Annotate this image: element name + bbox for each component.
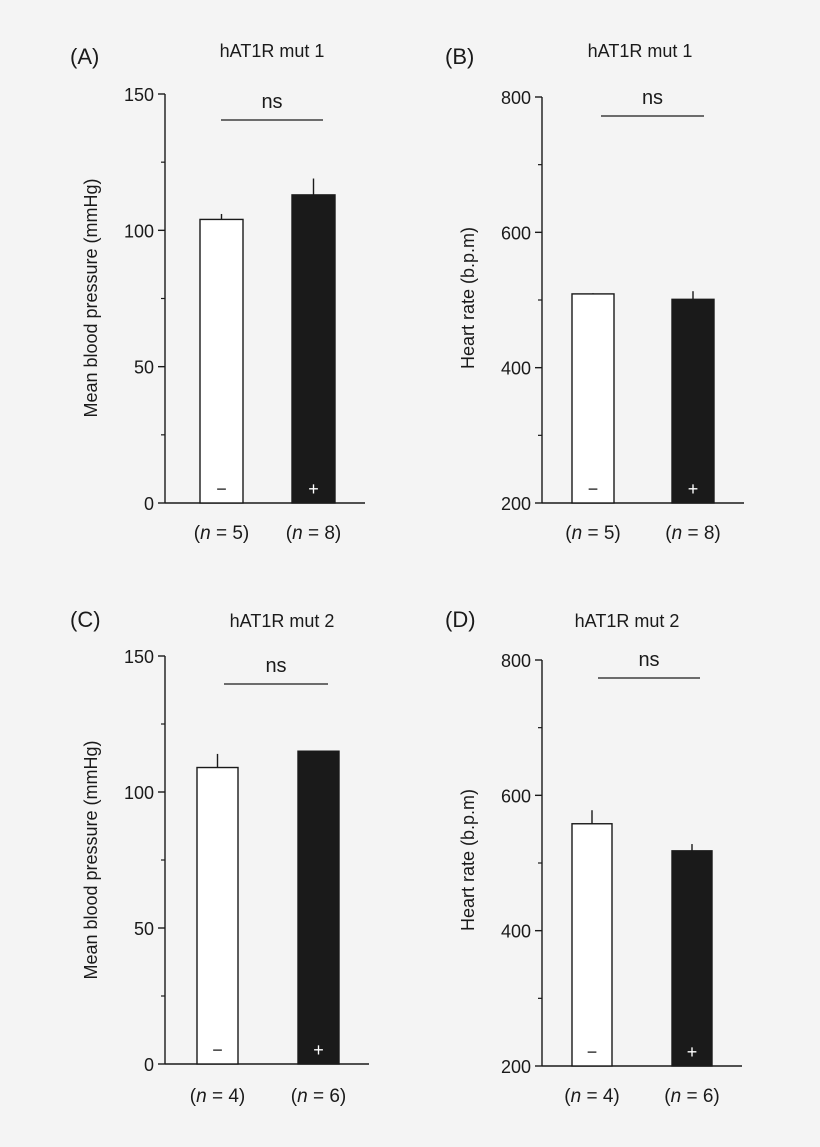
bar-mark: + <box>688 479 699 499</box>
panel-b: (B) hAT1R mut 1 Heart rate (b.p.m) 200 40… <box>445 41 744 544</box>
plot-area: 0 50 100 150 − (n = 4) + (n = 6) ns <box>124 647 369 1107</box>
bar <box>291 194 336 504</box>
y-tick-label: 800 <box>501 651 531 671</box>
y-tick-label: 0 <box>144 1055 154 1075</box>
plot-area: 0 50 100 150 − (n = 5) + (n = 8) ns <box>124 85 365 544</box>
plot-area: 200 400 600 800 − (n = 5) + (n = 8) ns <box>501 87 744 544</box>
plot-area: 200 400 600 800 − (n = 4) + (n = 6) ns <box>501 649 742 1107</box>
y-tick-label: 100 <box>124 221 154 241</box>
significance-label: ns <box>261 91 282 113</box>
panel-title: hAT1R mut 2 <box>575 611 680 631</box>
bar-mark: − <box>587 1042 598 1062</box>
y-tick-label: 150 <box>124 647 154 667</box>
bar-mark: + <box>313 1040 324 1060</box>
significance-label: ns <box>642 87 663 109</box>
panel-title: hAT1R mut 2 <box>230 611 335 631</box>
bar <box>671 850 713 1067</box>
panel-label: (B) <box>445 44 474 69</box>
y-tick-label: 400 <box>501 359 531 379</box>
x-category-label: (n = 4) <box>564 1086 619 1107</box>
bar <box>199 218 244 504</box>
panel-title: hAT1R mut 1 <box>588 41 693 61</box>
bar-mark: − <box>588 479 599 499</box>
significance-label: ns <box>638 649 659 671</box>
y-tick-label: 400 <box>501 922 531 942</box>
bar-mark: − <box>216 479 227 499</box>
bar-mark: + <box>308 479 319 499</box>
y-tick-label: 50 <box>134 358 154 378</box>
x-category-label: (n = 5) <box>565 523 620 544</box>
x-category-label: (n = 8) <box>286 523 341 544</box>
bar-mark: − <box>212 1040 223 1060</box>
panel-c: (C) hAT1R mut 2 Mean blood pressure (mmH… <box>70 607 369 1107</box>
bar <box>571 293 615 504</box>
bar-mark: + <box>687 1042 698 1062</box>
y-tick-label: 0 <box>144 494 154 514</box>
bar <box>671 298 715 504</box>
significance-label: ns <box>265 655 286 677</box>
panel-label: (C) <box>70 607 101 632</box>
y-tick-label: 200 <box>501 494 531 514</box>
x-category-label: (n = 5) <box>194 523 249 544</box>
y-tick-label: 200 <box>501 1057 531 1077</box>
bar <box>297 750 340 1065</box>
bar <box>571 823 613 1067</box>
panel-label: (A) <box>70 44 99 69</box>
panel-title: hAT1R mut 1 <box>220 41 325 61</box>
x-category-label: (n = 6) <box>291 1086 346 1107</box>
y-tick-label: 50 <box>134 919 154 939</box>
y-axis-label: Heart rate (b.p.m) <box>458 227 478 369</box>
y-axis-label: Heart rate (b.p.m) <box>458 789 478 931</box>
y-axis-label: Mean blood pressure (mmHg) <box>81 178 101 417</box>
panel-label: (D) <box>445 607 476 632</box>
x-category-label: (n = 6) <box>664 1086 719 1107</box>
y-axis-label: Mean blood pressure (mmHg) <box>81 740 101 979</box>
y-tick-label: 100 <box>124 783 154 803</box>
y-tick-label: 800 <box>501 88 531 108</box>
y-tick-label: 600 <box>501 786 531 806</box>
x-category-label: (n = 8) <box>665 523 720 544</box>
y-tick-label: 150 <box>124 85 154 105</box>
y-tick-label: 600 <box>501 223 531 243</box>
bar <box>196 766 239 1065</box>
panel-a: (A) hAT1R mut 1 Mean blood pressure (mmH… <box>70 41 365 544</box>
panel-d: (D) hAT1R mut 2 Heart rate (b.p.m) 200 40… <box>445 607 742 1107</box>
x-category-label: (n = 4) <box>190 1086 245 1107</box>
